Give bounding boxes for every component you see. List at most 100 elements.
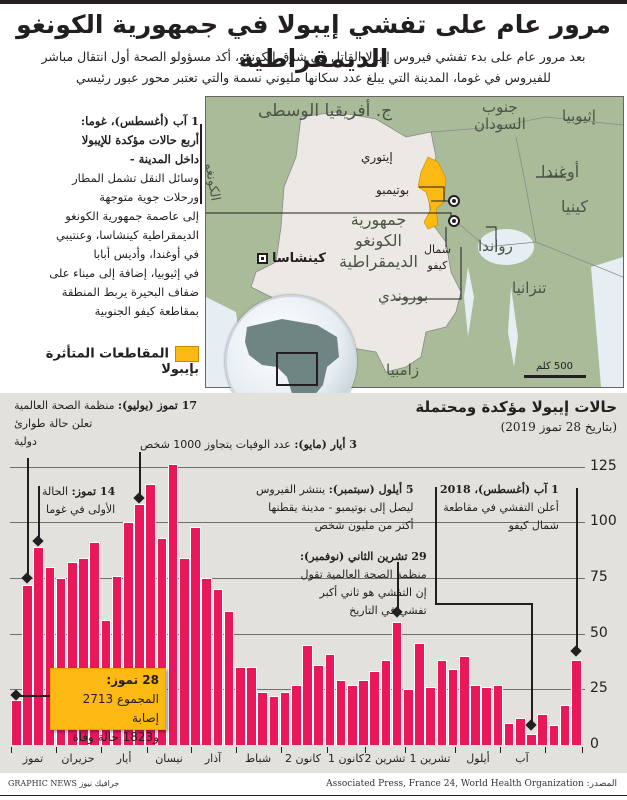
page-title: مرور عام على تفشي إيبولا في جمهورية الكو… bbox=[16, 10, 611, 73]
bar bbox=[414, 642, 425, 745]
x-tick bbox=[582, 747, 583, 753]
bar bbox=[324, 653, 336, 745]
x-tick bbox=[56, 747, 57, 753]
bar bbox=[190, 526, 201, 745]
leader-jul28 bbox=[17, 695, 51, 697]
bar bbox=[515, 718, 526, 745]
bar bbox=[212, 589, 224, 745]
map-label-north-kivu: شمال كيفو bbox=[424, 243, 451, 272]
bar bbox=[380, 660, 392, 745]
x-tick bbox=[500, 747, 501, 753]
bar bbox=[559, 704, 571, 745]
bar bbox=[156, 537, 168, 745]
goma-body-2: ورحلات جوية متوجهة bbox=[99, 190, 199, 204]
x-month-label: تشرين 2 bbox=[364, 752, 406, 765]
bar bbox=[145, 484, 156, 745]
bar bbox=[526, 733, 537, 745]
bar bbox=[481, 687, 492, 745]
x-month-label: تموز bbox=[22, 752, 44, 765]
bar bbox=[67, 562, 78, 745]
x-month-label: آب bbox=[515, 752, 529, 765]
goma-body-4: الديمقراطية كينشاسا، وعنتيبي bbox=[56, 228, 199, 242]
bar bbox=[89, 542, 100, 745]
x-month-label: نيسان bbox=[155, 752, 183, 765]
bar bbox=[78, 557, 89, 745]
legend-label: المقاطعات المتأثرة بإيبولا bbox=[45, 346, 199, 378]
goma-heading-3: داخل المدينة - bbox=[129, 152, 199, 166]
map-label-car: ج. أفريقيا الوسطى bbox=[258, 101, 393, 121]
bar bbox=[313, 664, 324, 745]
x-tick bbox=[365, 747, 366, 753]
x-tick bbox=[191, 747, 192, 753]
bar bbox=[470, 684, 481, 745]
bar bbox=[111, 575, 123, 745]
x-tick bbox=[545, 747, 546, 753]
map-label-zambia: زامبيا bbox=[386, 361, 420, 379]
x-tick bbox=[101, 747, 102, 753]
map-label-tanzania: تنزانيا bbox=[512, 279, 547, 297]
goma-annotation: 1 آب (أغسطس)، غوما: أربع حالات مؤكدة للإ… bbox=[14, 112, 199, 321]
y-tick-label: 0 bbox=[590, 736, 599, 752]
subtitle-line-1: بعد مرور عام على بدء تفشي فيروس إيبولا ا… bbox=[41, 49, 586, 64]
bar bbox=[235, 667, 246, 745]
bar bbox=[246, 667, 257, 745]
bar bbox=[257, 691, 268, 745]
bar bbox=[347, 684, 358, 745]
bar bbox=[279, 691, 291, 745]
bottom-rule bbox=[0, 795, 627, 796]
map-legend: المقاطعات المتأثرة بإيبولا bbox=[14, 346, 199, 377]
bar bbox=[201, 577, 212, 745]
map-label-ethiopia: إثيوبيا bbox=[562, 107, 596, 125]
bar bbox=[459, 655, 470, 745]
agency-credit: GRAPHIC NEWS جرافيك نيوز bbox=[8, 779, 120, 788]
chart-title: حالات إيبولا مؤكدة ومحتملة bbox=[415, 398, 617, 416]
x-tick bbox=[236, 747, 237, 753]
bar bbox=[369, 671, 380, 745]
note-jul17: 17 تموز (يوليو): منظمة الصحة العالمية تع… bbox=[14, 399, 197, 448]
x-month-label: كانون 2 bbox=[285, 752, 321, 765]
bar bbox=[335, 680, 347, 745]
bar bbox=[358, 680, 369, 745]
map-label-ituri: إيتوري bbox=[361, 150, 393, 164]
bar bbox=[123, 522, 134, 745]
map-label-south-sudan: جنوب السودان bbox=[474, 98, 526, 133]
leader-jul17 bbox=[27, 458, 29, 578]
goma-body-1: وسائل النقل تشمل المطار bbox=[72, 171, 199, 185]
bar bbox=[391, 622, 403, 745]
note-jul14: 14 تموز: الحالة الأولى في غوما bbox=[42, 485, 116, 516]
y-tick-label: 25 bbox=[590, 680, 608, 697]
note-may3: 3 أيار (مايو): عدد الوفيات يتجاوز 1000 ش… bbox=[140, 438, 357, 451]
leader-may3 bbox=[139, 452, 141, 498]
y-tick-label: 125 bbox=[590, 457, 617, 474]
bar bbox=[44, 566, 56, 745]
x-tick bbox=[147, 747, 148, 753]
goma-body-6: في إثيوبيا، إضافة إلى ميناء على bbox=[49, 266, 199, 280]
leader-jul14 bbox=[38, 486, 40, 540]
leader-sep5-c bbox=[531, 603, 533, 723]
bar bbox=[571, 660, 582, 745]
source-credit: المصدر: Associated Press, France 24, Wor… bbox=[326, 779, 617, 789]
x-tick bbox=[327, 747, 328, 753]
x-month-label: كانون 1 bbox=[328, 752, 364, 765]
bar bbox=[134, 504, 145, 745]
note-nov29: 29 تشرين الثاني (نوفمبر): منظمة الصحة ال… bbox=[300, 550, 427, 617]
y-tick-label: 75 bbox=[590, 568, 608, 585]
y-tick-label: 50 bbox=[590, 624, 608, 641]
goma-heading-2: أربع حالات مؤكدة للإيبولا bbox=[81, 133, 199, 147]
x-month-label: تشرين 1 bbox=[409, 752, 451, 765]
subtitle-line-2: للفيروس في غوما، المدينة التي يبلغ عدد س… bbox=[76, 70, 551, 85]
chart-subtitle: (بتاريخ 28 تموز 2019) bbox=[500, 420, 617, 434]
note-aug1-2018: 1 آب (أغسطس)، 2018 أعلن التفشي في مقاطعة… bbox=[440, 483, 559, 532]
bar bbox=[403, 689, 414, 745]
x-month-label: حزيران bbox=[61, 752, 95, 765]
gridline bbox=[10, 633, 585, 635]
bar bbox=[425, 687, 436, 745]
bar bbox=[492, 684, 504, 745]
goma-body-3: إلى عاصمة جمهورية الكونغو bbox=[65, 209, 199, 223]
leader-sep5-a bbox=[435, 487, 437, 603]
y-tick-label: 100 bbox=[590, 513, 617, 530]
map-label-drc: جمهورية الكونغو الديمقراطية bbox=[339, 210, 418, 271]
bar bbox=[302, 644, 313, 745]
goma-body-8: بمقاطعة كيفو الجنوبية bbox=[94, 304, 199, 318]
gridline bbox=[10, 577, 585, 579]
